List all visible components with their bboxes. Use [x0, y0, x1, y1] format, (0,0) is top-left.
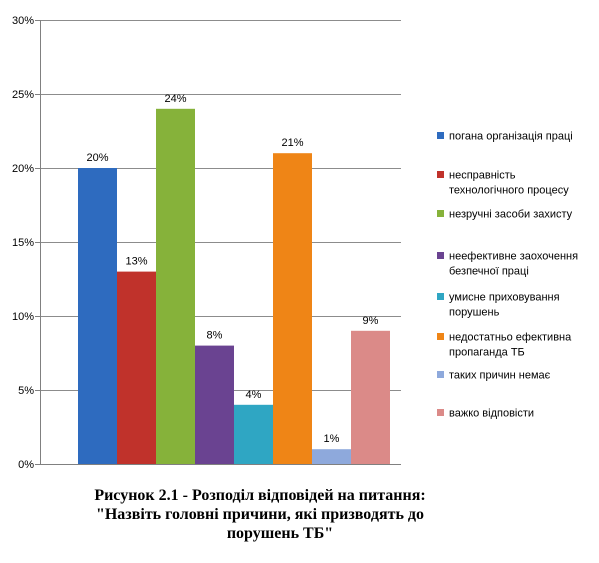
data-label: 24%: [164, 93, 186, 105]
figure-caption: Рисунок 2.1 - Розподіл відповідей на пит…: [0, 486, 520, 543]
legend: погана організація праці несправність техн…: [437, 131, 578, 420]
y-tick-label: 0%: [18, 459, 34, 471]
data-label: 8%: [207, 330, 223, 342]
data-labels: 20% 13% 24% 8% 4% 21% 1% 9%: [86, 93, 378, 445]
legend-swatch: [437, 210, 444, 217]
legend-swatch: [437, 293, 444, 300]
caption-line-2: "Назвіть головні причини, які призводять…: [95, 506, 425, 523]
legend-swatch: [437, 371, 444, 378]
legend-entry: недостатньо ефективна пропаганда ТБ: [449, 332, 572, 359]
bar: [273, 153, 312, 464]
legend-swatch: [437, 333, 444, 340]
legend-swatch: [437, 252, 444, 259]
y-axis-ticks: 0% 5% 10% 15% 20% 25% 30%: [12, 15, 40, 471]
legend-entry: погана організація праці: [449, 131, 573, 143]
y-tick-label: 10%: [12, 311, 34, 323]
bar-chart: 0% 5% 10% 15% 20% 25% 30% 20% 13% 24% 8% 4% 21% 1% 9%…: [12, 15, 578, 471]
caption-line-3: порушень ТБ": [226, 525, 334, 542]
y-tick-label: 30%: [12, 15, 34, 27]
y-tick-label: 20%: [12, 163, 34, 175]
legend-swatch: [437, 171, 444, 178]
data-label: 4%: [246, 389, 262, 401]
legend-swatch: [437, 132, 444, 139]
legend-entry: несправність технологічного процесу: [449, 170, 569, 197]
data-label: 9%: [363, 315, 379, 327]
legend-entry: незручні засоби захисту: [449, 209, 573, 221]
bar: [234, 404, 273, 464]
data-label: 13%: [125, 256, 147, 268]
data-label: 1%: [324, 433, 340, 445]
y-tick-label: 5%: [18, 385, 34, 397]
y-tick-label: 25%: [12, 89, 34, 101]
legend-swatch: [437, 409, 444, 416]
bar: [195, 345, 234, 464]
bar: [156, 108, 195, 465]
bar: [351, 330, 390, 464]
legend-entry: неефективне заохочення безпечної праці: [449, 251, 578, 278]
bar: [78, 168, 117, 464]
bar: [117, 271, 156, 464]
bar: [312, 449, 351, 464]
data-label: 20%: [86, 152, 108, 164]
legend-entry: важко відповісти: [449, 408, 534, 420]
data-label: 21%: [281, 137, 303, 149]
y-tick-label: 15%: [12, 237, 34, 249]
legend-entry: таких причин немає: [449, 370, 551, 382]
legend-entry: умисне приховування порушень: [449, 292, 560, 319]
caption-line-1: Рисунок 2.1 - Розподіл відповідей на пит…: [94, 487, 426, 504]
bars: [78, 108, 390, 465]
